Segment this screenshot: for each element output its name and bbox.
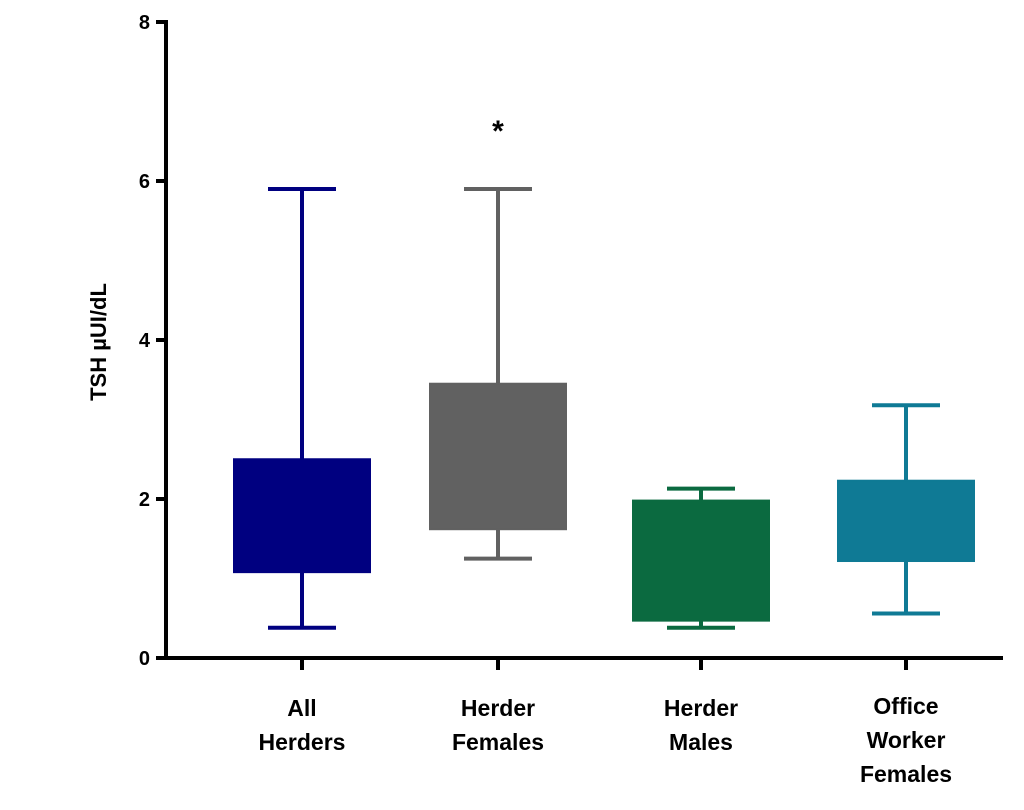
y-axis-label: TSH µUI/dL: [86, 283, 111, 401]
y-tick-label: 2: [139, 489, 150, 511]
y-tick-label: 6: [139, 171, 150, 193]
axes: 0 2 4 6 8: [139, 12, 1003, 670]
box-group: *: [429, 115, 567, 561]
y-tick-label: 4: [139, 330, 151, 352]
box: [233, 458, 371, 574]
category-label: Herders: [259, 729, 346, 755]
y-tick-label: 8: [139, 12, 150, 34]
y-tick-label: 0: [139, 648, 150, 670]
category-label: Herder: [461, 695, 535, 721]
category-label: Females: [860, 761, 952, 787]
category-labels: All Herders Herder Females Herder Males Office…: [259, 693, 953, 787]
box: [632, 499, 770, 622]
box-group: [837, 403, 975, 616]
plot-area: *: [233, 115, 975, 630]
category-label: Office: [873, 693, 938, 719]
box-group: [233, 186, 371, 630]
category-label: All: [287, 695, 316, 721]
category-label: Females: [452, 729, 544, 755]
category-label: Worker: [867, 727, 946, 753]
box: [429, 382, 567, 531]
box-group: [632, 486, 770, 630]
category-label: Males: [669, 729, 733, 755]
category-label: Herder: [664, 695, 738, 721]
box: [837, 479, 975, 563]
significance-marker: *: [492, 115, 504, 148]
